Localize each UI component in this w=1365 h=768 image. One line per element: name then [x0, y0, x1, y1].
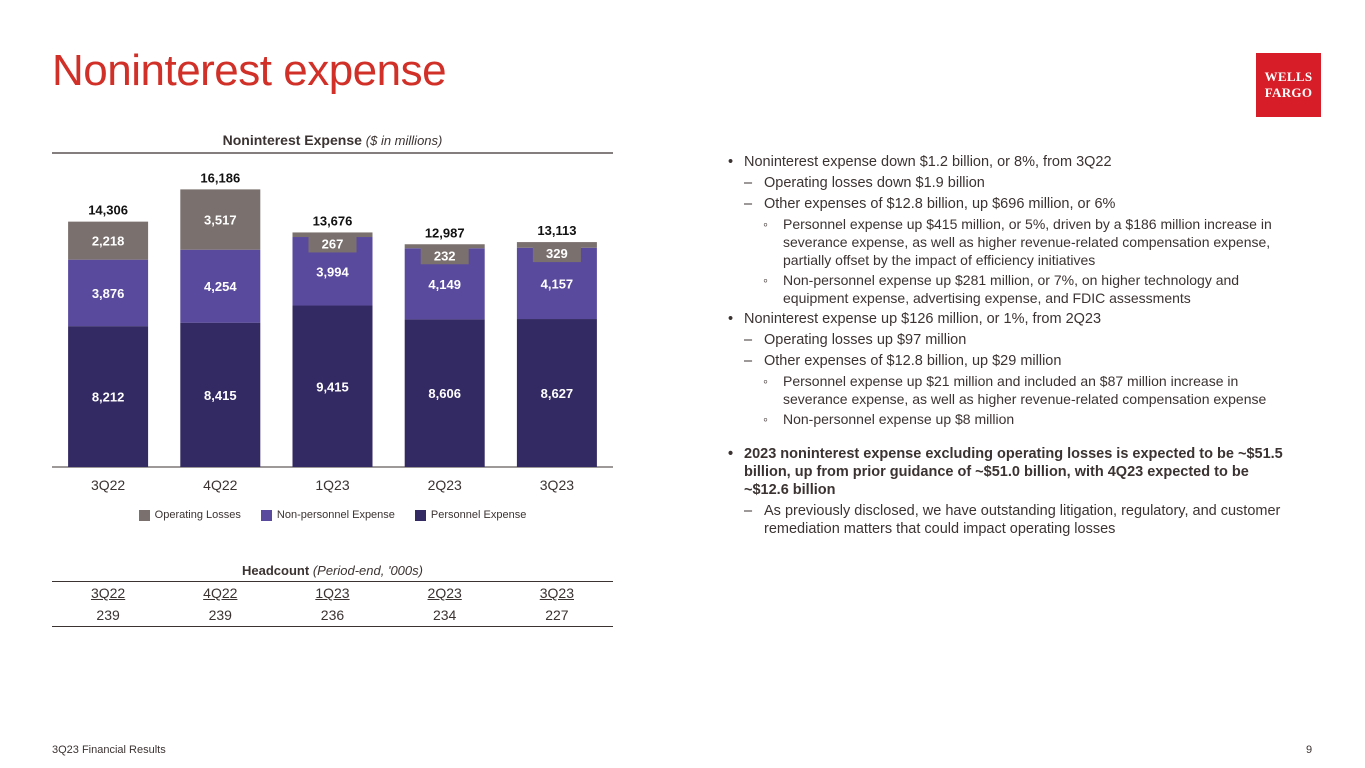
bar-total-label: 12,987: [425, 225, 465, 240]
bullet-level-3: Non-personnel expense up $8 million: [727, 410, 1297, 428]
x-tick-label: 3Q23: [540, 477, 574, 493]
legend-item-non-personnel-expense: Non-personnel Expense: [260, 509, 395, 521]
bar-value-label: 8,212: [92, 390, 125, 405]
bullet-level-2: Operating losses up $97 million: [727, 331, 1297, 349]
legend-swatch-personnel-expense: [414, 509, 426, 521]
bar-value-label-box: [532, 244, 581, 263]
bullet-level-3: Personnel expense up $415 million, or 5%…: [727, 215, 1297, 269]
bar-total-label: 13,676: [313, 213, 353, 228]
bar-segment-personnel-expense: [516, 319, 597, 467]
legend-item-personnel-expense: Personnel Expense: [414, 509, 527, 521]
headcount-value: 239: [52, 604, 165, 627]
headcount-value: 236: [276, 604, 389, 627]
bar-segment-non-personnel-expense: [180, 249, 261, 323]
bullet-level-1: Noninterest expense up $126 million, or …: [727, 310, 1297, 328]
bar-value-label: 9,415: [316, 379, 349, 394]
bar-value-label-box: [420, 246, 469, 265]
x-tick-label: 4Q22: [203, 477, 237, 493]
bar-value-label-box: [308, 234, 357, 253]
bar-segment-personnel-expense: [404, 319, 485, 467]
bar-value-label: 3,517: [204, 213, 237, 228]
bar-value-label: 4,254: [204, 279, 237, 294]
legend-swatch-operating-losses: [138, 509, 150, 521]
bar-value-label: 329: [546, 246, 568, 261]
bar-segment-personnel-expense: [68, 326, 149, 467]
headcount-subtitle: (Period-end, '000s): [312, 563, 423, 578]
headcount-header-row: 3Q22 4Q22 1Q23 2Q23 3Q23: [52, 581, 613, 604]
bar-value-label: 4,157: [541, 276, 574, 291]
headcount-table: 3Q22 4Q22 1Q23 2Q23 3Q23 239 239 236 234…: [52, 581, 613, 627]
headcount-period: 3Q22: [52, 581, 165, 604]
x-tick-label: 2Q23: [428, 477, 462, 493]
legend-label: Non-personnel Expense: [276, 509, 395, 521]
x-tick-label: 3Q22: [91, 477, 125, 493]
legend-item-operating-losses: Operating Losses: [138, 509, 241, 521]
headcount-period: 1Q23: [276, 581, 389, 604]
bar-value-label: 232: [434, 248, 456, 263]
chart-legend: Operating Losses Non-personnel Expense P…: [52, 509, 613, 521]
headcount-period: 4Q22: [164, 581, 277, 604]
legend-label: Operating Losses: [154, 509, 241, 521]
bar-value-label: 8,415: [204, 388, 237, 403]
footer-text: 3Q23 Financial Results: [52, 744, 166, 756]
bar-segment-operating-losses: [180, 189, 261, 250]
page-number: 9: [1306, 744, 1313, 756]
bar-value-label: 2,218: [92, 234, 125, 249]
chart-title-text: Noninterest Expense: [222, 132, 362, 148]
headcount-title-text: Headcount: [242, 563, 310, 578]
headcount-title: Headcount (Period-end, '000s): [52, 563, 613, 578]
bar-segment-personnel-expense: [180, 322, 261, 467]
bar-value-label: 3,994: [316, 264, 349, 279]
headcount-period: 3Q23: [500, 581, 613, 604]
wells-fargo-logo: WELLS FARGO: [1256, 53, 1321, 117]
noninterest-expense-chart: 8,212 3,876 2,218 14,306 3Q22 8,415 4,254 3,517…: [52, 152, 613, 493]
commentary-bullets: Noninterest expense down $1.2 billion, o…: [727, 150, 1297, 538]
bar-value-label: 267: [322, 236, 344, 251]
bullet-level-2: Operating losses down $1.9 billion: [727, 174, 1297, 192]
headcount-value: 234: [388, 604, 501, 627]
bar-total-label: 13,113: [537, 223, 576, 238]
bullet-level-2: As previously disclosed, we have outstan…: [727, 502, 1297, 538]
bar-segment-operating-losses: [404, 244, 485, 249]
bar-value-label: 8,606: [428, 386, 461, 401]
headcount-value: 227: [500, 604, 613, 627]
logo-line-2: FARGO: [1264, 85, 1313, 100]
legend-swatch-non-personnel-expense: [260, 509, 272, 521]
bullet-level-3: Personnel expense up $21 million and inc…: [727, 372, 1297, 408]
headcount-value: 239: [164, 604, 277, 627]
chart-title-units: ($ in millions): [365, 133, 443, 148]
page-title: Noninterest expense: [52, 46, 447, 95]
bullet-spacer: [727, 428, 1297, 442]
bar-total-label: 14,306: [88, 203, 128, 218]
chart-title: Noninterest Expense ($ in millions): [52, 132, 613, 148]
logo-line-1: WELLS: [1264, 69, 1313, 84]
bar-segment-operating-losses: [68, 221, 149, 260]
bar-segment-personnel-expense: [292, 305, 373, 467]
bar-value-label: 4,149: [428, 277, 461, 292]
headcount-value-row: 239 239 236 234 227: [52, 604, 613, 627]
bar-value-label: 8,627: [541, 386, 574, 401]
x-tick-label: 1Q23: [315, 477, 349, 493]
bullet-level-1: Noninterest expense down $1.2 billion, o…: [727, 153, 1297, 171]
bar-total-label: 16,186: [200, 170, 240, 185]
bar-value-label: 3,876: [92, 286, 125, 301]
headcount-period: 2Q23: [388, 581, 501, 604]
bullet-level-3: Non-personnel expense up $281 million, o…: [727, 271, 1297, 307]
bullet-level-1: 2023 noninterest expense excluding opera…: [727, 445, 1297, 499]
bullet-level-2: Other expenses of $12.8 billion, up $29 …: [727, 352, 1297, 370]
bullet-level-2: Other expenses of $12.8 billion, up $696…: [727, 195, 1297, 213]
legend-label: Personnel Expense: [430, 509, 527, 521]
bar-segment-non-personnel-expense: [68, 259, 149, 327]
